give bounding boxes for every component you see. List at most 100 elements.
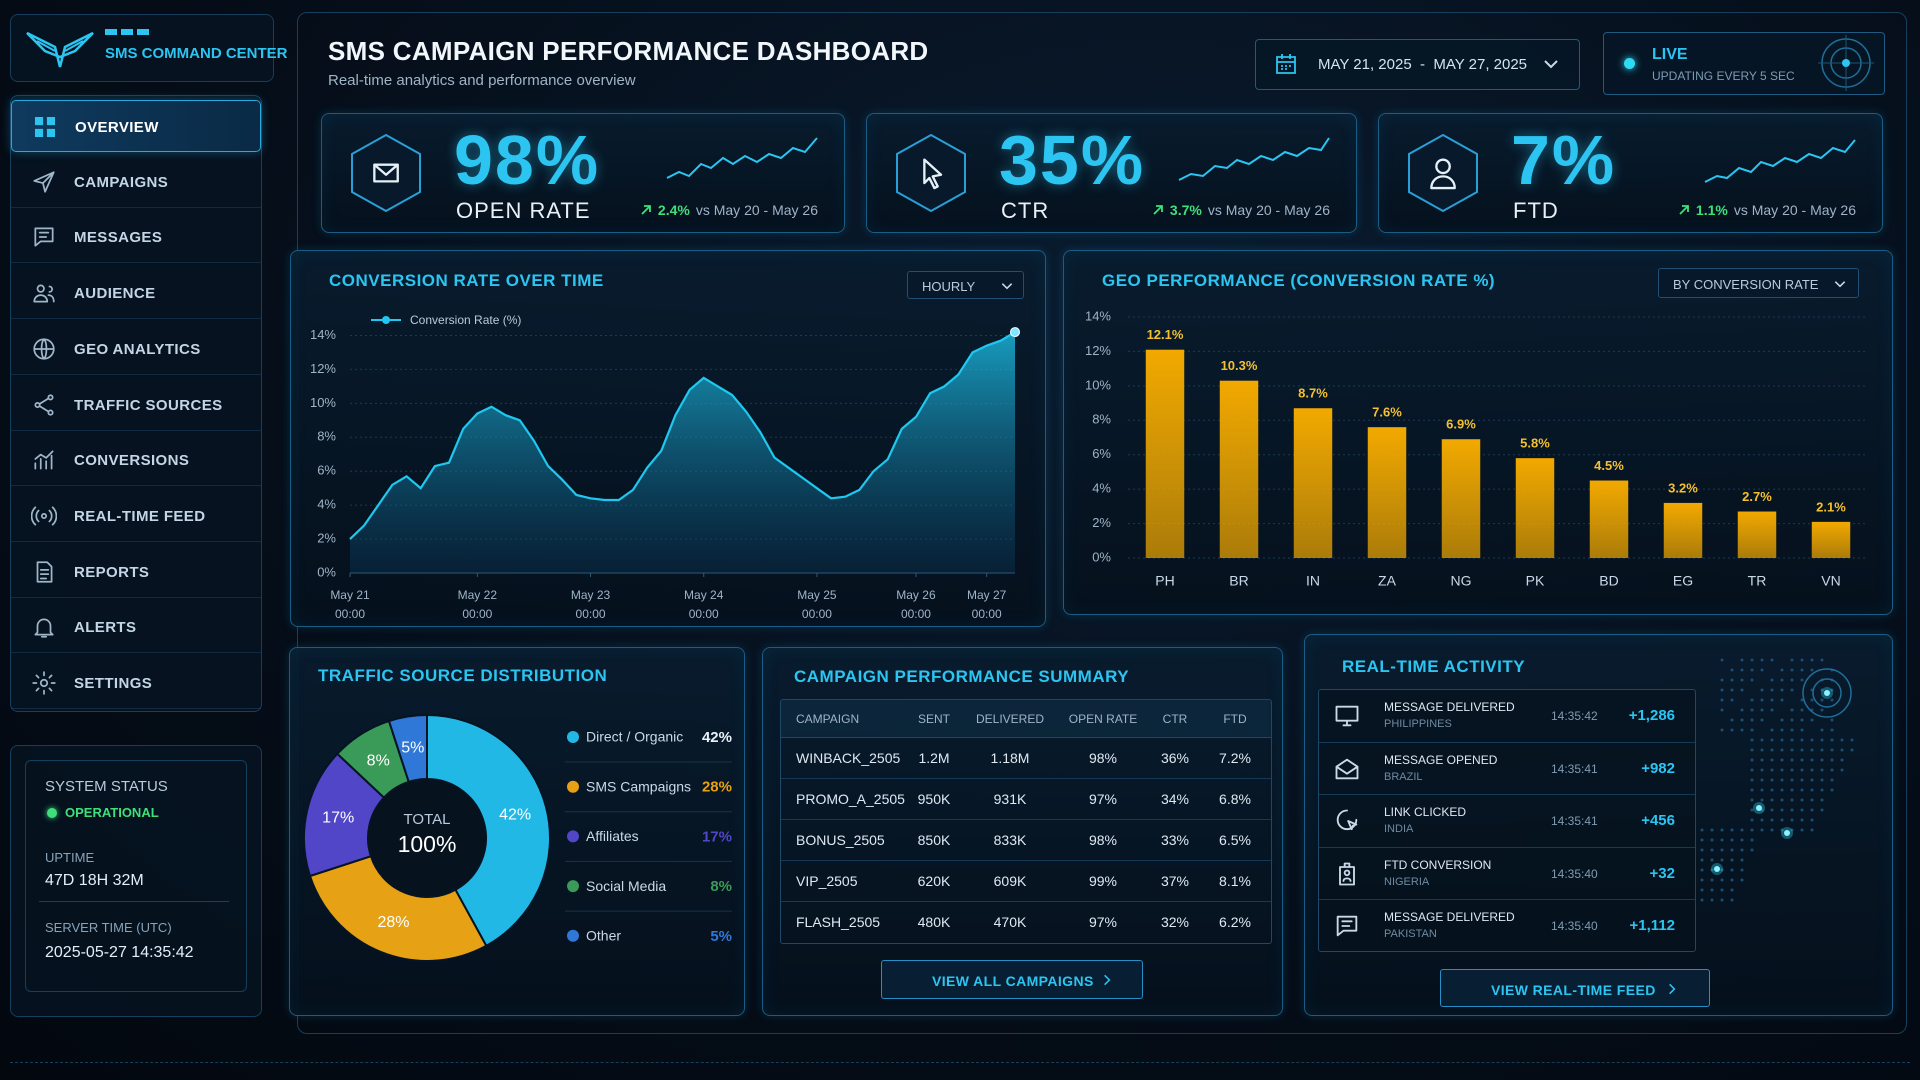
map-dot: [1750, 828, 1754, 832]
y-tick-label: 12%: [310, 361, 336, 376]
panel-title: TRAFFIC SOURCE DISTRIBUTION: [318, 666, 608, 685]
end-point: [1010, 327, 1020, 338]
map-dot: [1800, 798, 1804, 802]
map-dot: [1740, 728, 1744, 732]
map-dot: [1750, 668, 1754, 672]
row-divider: [781, 860, 1271, 861]
map-dot: [1710, 868, 1714, 872]
chevron-shape: [1544, 60, 1558, 69]
map-dot: [1710, 838, 1714, 842]
map-dot: [1740, 678, 1744, 682]
map-dot: [1800, 808, 1804, 812]
brand-box: SMS COMMAND CENTER: [10, 14, 288, 82]
kpi-value: 98%: [454, 121, 601, 199]
icon-shape: [34, 393, 54, 416]
bar: [1367, 427, 1407, 558]
y-tick-label: 14%: [1085, 308, 1111, 323]
x-tick-label: May 27 00:00: [967, 588, 1007, 621]
map-dot: [1760, 738, 1764, 742]
chevron: [1834, 281, 1846, 288]
uptime-value: 47D 18H 32M: [45, 872, 144, 889]
table-cell: WINBACK_2505: [796, 750, 901, 766]
donut-slice: [387, 713, 428, 784]
sort-dropdown[interactable]: BY CONVERSION RATE: [1658, 268, 1859, 298]
map-dot: [1810, 768, 1814, 772]
map-dot: [1720, 678, 1724, 682]
event-time: 14:35:40: [1551, 918, 1598, 933]
map-dot: [1800, 708, 1804, 712]
x-tick-label: BR: [1229, 573, 1248, 589]
date-picker[interactable]: MAY 21, 2025 - MAY 27, 2025: [1255, 39, 1580, 90]
nav-item[interactable]: SETTINGS: [11, 657, 261, 709]
radar-ring: [1802, 668, 1852, 718]
map-dot: [1770, 748, 1774, 752]
map-dot: [1770, 678, 1774, 682]
x-tick-label: TR: [1748, 573, 1767, 589]
map-dot: [1840, 748, 1844, 752]
map-dot: [1760, 768, 1764, 772]
legend-marker: [382, 316, 390, 324]
y-tick-label: 12%: [1085, 343, 1111, 358]
nav-item[interactable]: CAMPAIGNS: [11, 156, 261, 208]
nav-item[interactable]: GEO ANALYTICS: [11, 323, 261, 375]
nav-label: OVERVIEW: [75, 119, 159, 136]
value-label: 8.7%: [1298, 386, 1328, 401]
map-dot: [1780, 678, 1784, 682]
nav-item[interactable]: MESSAGES: [11, 211, 261, 264]
icon: [31, 506, 57, 526]
nav-item[interactable]: AUDIENCE: [11, 267, 261, 320]
table-cell: 37%: [1160, 873, 1190, 889]
icon: [1335, 758, 1359, 780]
map-dot: [1780, 768, 1784, 772]
map-dot: [1750, 758, 1754, 762]
live-label: LIVE: [1652, 46, 1688, 63]
icon-shape: [34, 227, 54, 247]
map-dot: [1790, 778, 1794, 782]
map-dot: [1770, 778, 1774, 782]
icon-shape: [32, 671, 56, 695]
map-dot: [1760, 748, 1764, 752]
icon: [34, 618, 54, 638]
map-dot: [1730, 698, 1734, 702]
map-dot: [1740, 878, 1744, 882]
nav-item[interactable]: OVERVIEW: [11, 100, 261, 152]
event-count: +1,112: [1629, 916, 1675, 934]
event-name: LINK CLICKED: [1384, 805, 1467, 820]
nav-item[interactable]: CONVERSIONS: [11, 434, 261, 487]
header-row: [781, 700, 1271, 738]
map-dot: [1820, 728, 1824, 732]
nav-item[interactable]: ALERTS: [11, 601, 261, 654]
event-country: PHILIPPINES: [1384, 718, 1452, 730]
map-dot: [1830, 698, 1834, 702]
table-cell: 34%: [1160, 791, 1190, 807]
legend-label: Affiliates: [586, 828, 639, 844]
table-cell: 1.2M: [918, 750, 950, 766]
x-tick-label: PK: [1526, 573, 1545, 589]
slice-label: 28%: [377, 914, 409, 931]
map-dot: [1810, 808, 1814, 812]
nav-item[interactable]: REPORTS: [11, 546, 261, 598]
page-subtitle: Real-time analytics and performance over…: [328, 72, 636, 89]
interval-dropdown[interactable]: HOURLY: [907, 271, 1024, 299]
table-cell: 33%: [1160, 832, 1190, 848]
map-dot: [1760, 758, 1764, 762]
row-divider: [781, 819, 1271, 820]
column-header: CAMPAIGN: [796, 712, 860, 726]
map-dot: [1720, 888, 1724, 892]
map-dot: [1730, 838, 1734, 842]
nav-item[interactable]: TRAFFIC SOURCES: [11, 379, 261, 431]
kpi-change: 3.7% vs May 20 - May 26: [1152, 202, 1330, 218]
view-campaigns-button[interactable]: VIEW ALL CAMPAIGNS: [881, 960, 1143, 999]
logo-wing-inner: [36, 40, 84, 52]
legend-value: 28%: [702, 779, 732, 796]
map-dot: [1740, 828, 1744, 832]
map-dot: [1770, 758, 1774, 762]
view-feed-button[interactable]: VIEW REAL-TIME FEED: [1440, 969, 1710, 1007]
date-range: MAY 21, 2025 - MAY 27, 2025: [1318, 56, 1528, 73]
nav-label: TRAFFIC SOURCES: [74, 396, 223, 414]
map-dot: [1830, 748, 1834, 752]
nav-item[interactable]: REAL-TIME FEED: [11, 490, 261, 542]
value-label: 7.6%: [1372, 405, 1402, 420]
